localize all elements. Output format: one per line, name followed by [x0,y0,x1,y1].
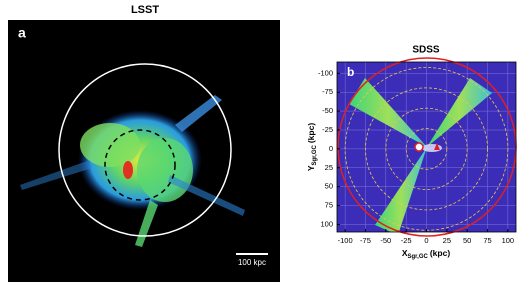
x-axis-label: XSgr,GC (kpc) [402,248,450,259]
x-tick-label: -25 [401,236,412,245]
x-subscript: Sgr,GC [408,254,429,260]
distance-ring [405,128,448,170]
outer-circle [58,63,232,237]
y-tick-label: 25 [325,163,333,172]
x-tick-label: 75 [483,236,491,245]
panel-title: SDSS [412,45,440,56]
scale-label: 100 kpc [238,258,266,267]
y-unit: (kpc) [306,123,316,143]
x-symbol: X [402,248,408,258]
y-tick-label: -100 [318,68,333,77]
y-tick-label: 75 [325,201,333,210]
y-tick-label: 50 [325,182,333,191]
axes: -100 -75 -50 -25 0 25 50 75 100 -100 -75 -50 -25 0 25 5… [318,68,514,245]
panel-label: b [347,65,354,79]
y-subscript: Sgr,GC [312,144,318,165]
panel-label: a [18,25,26,41]
panel-title: LSST [131,4,159,16]
survey-footprint [349,78,492,232]
y-axis-label: YSgr,GC(kpc) [306,123,317,171]
y-symbol: Y [306,165,316,171]
inner-circle [104,129,176,201]
y-tick-label: 0 [329,144,333,153]
distance-ring [365,87,488,211]
x-tick-label: 0 [424,236,428,245]
x-tick-label: -75 [360,236,371,245]
x-tick-label: -100 [338,236,353,245]
x-unit: (kpc) [430,248,450,258]
x-tick-label: 25 [443,236,451,245]
y-tick-label: -75 [322,87,333,96]
y-tick-label: 100 [320,219,333,228]
x-tick-label: 100 [502,236,515,245]
x-tick-label: -50 [380,236,391,245]
sgr-marker [434,143,440,150]
y-tick-label: -50 [322,106,333,115]
distance-ring [385,107,468,190]
y-tick-label: -25 [322,125,333,134]
sun-marker [414,142,424,152]
x-tick-label: 50 [463,236,471,245]
